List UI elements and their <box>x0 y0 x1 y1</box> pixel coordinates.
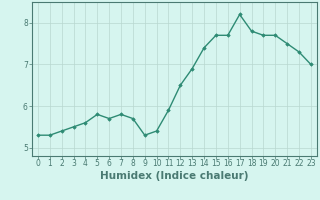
X-axis label: Humidex (Indice chaleur): Humidex (Indice chaleur) <box>100 171 249 181</box>
